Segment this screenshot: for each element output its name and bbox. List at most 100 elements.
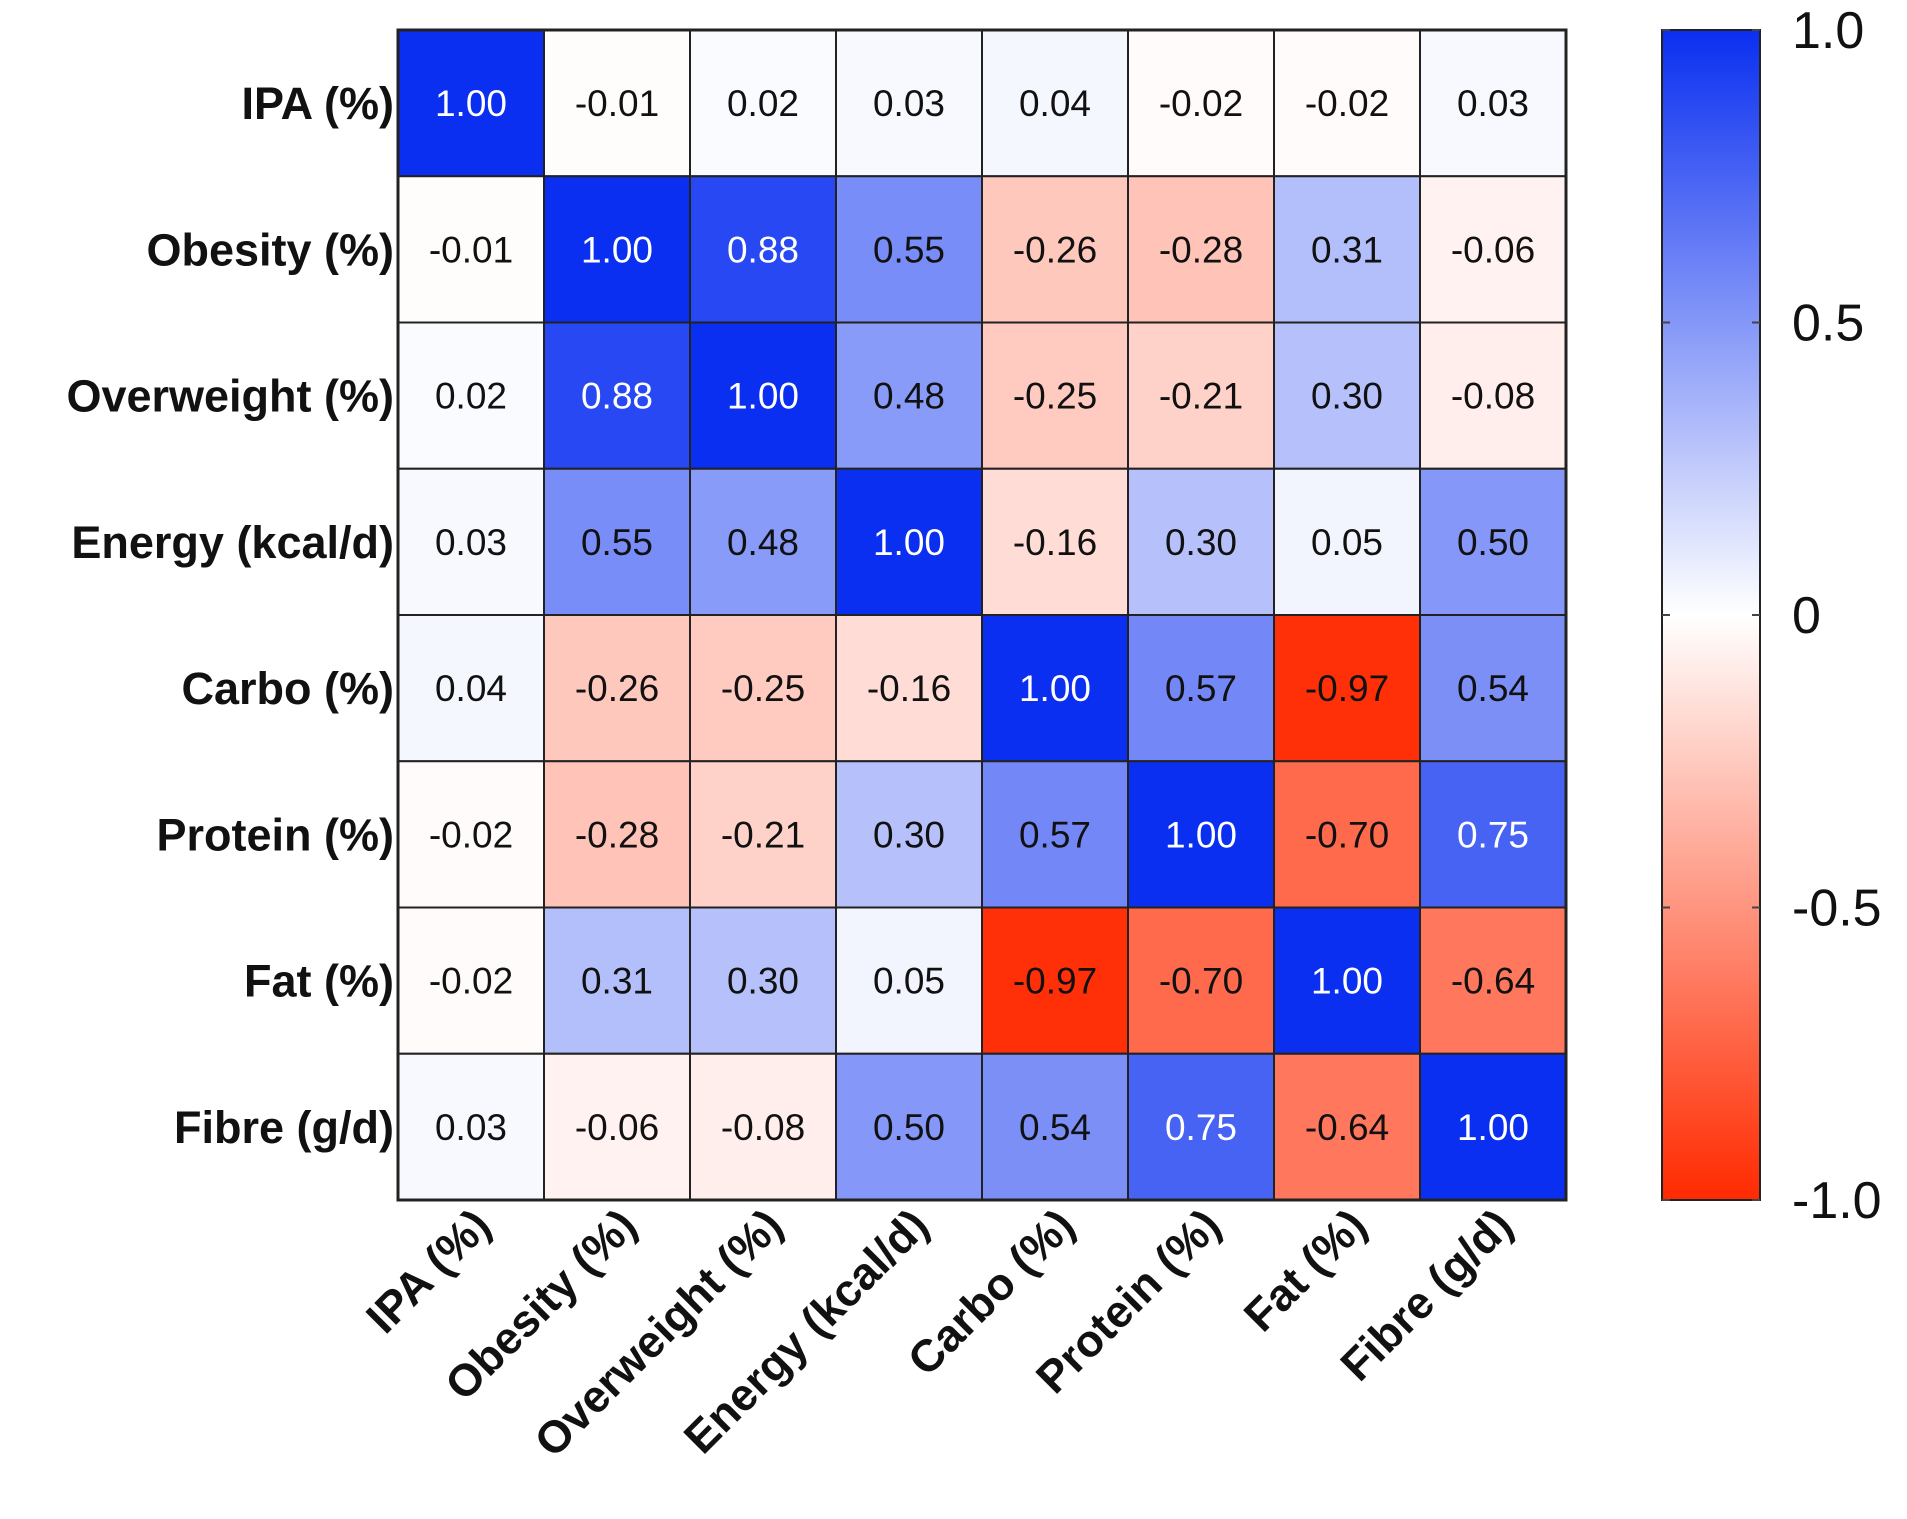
cell-rect	[543, 906, 691, 1055]
cell-value-label: 0.75	[1165, 1107, 1237, 1148]
cell-value-label: -0.08	[721, 1107, 805, 1148]
cell-rect	[689, 321, 837, 470]
heatmap-cell: -0.25	[981, 321, 1129, 470]
colorbar-gradient	[1661, 29, 1761, 1201]
cell-rect	[1419, 175, 1567, 324]
column-label: Overweight (%)	[524, 1199, 792, 1467]
heatmap-cell: 1.00	[981, 614, 1129, 763]
cell-value-label: -0.26	[1013, 229, 1097, 270]
heatmap-cell: 0.02	[397, 321, 545, 470]
heatmap-cell: 0.88	[689, 175, 837, 324]
heatmap-cell: -0.26	[543, 614, 691, 763]
cell-value-label: 0.03	[873, 83, 945, 124]
cell-rect	[1127, 614, 1275, 763]
colorbar-tick-label: 0.5	[1792, 295, 1864, 353]
cell-value-label: -0.06	[1451, 229, 1535, 270]
cell-value-label: 0.54	[1457, 668, 1529, 709]
cell-value-label: -0.26	[575, 668, 659, 709]
cell-rect	[397, 906, 545, 1055]
cell-rect	[689, 906, 837, 1055]
cell-rect	[1419, 906, 1567, 1055]
cell-value-label: 0.02	[727, 83, 799, 124]
heatmap-cell: 0.75	[1127, 1052, 1275, 1201]
colorbar: 1.0 0.5 0 -0.5 -1.0	[1661, 2, 1882, 1230]
cell-rect	[1419, 1052, 1567, 1201]
heatmap-cell: 0.48	[689, 467, 837, 616]
cell-rect	[1419, 760, 1567, 909]
heatmap-cell: 0.30	[1127, 467, 1275, 616]
row-label: Fibre (g/d)	[174, 1102, 394, 1153]
cell-rect	[1127, 760, 1275, 909]
cell-value-label: -0.28	[1159, 229, 1243, 270]
cell-rect	[981, 29, 1129, 178]
row-label: Protein (%)	[156, 809, 394, 860]
heatmap-cell: 0.30	[835, 760, 983, 909]
cell-rect	[689, 1052, 837, 1201]
cell-rect	[1419, 29, 1567, 178]
cell-value-label: 1.00	[727, 376, 799, 417]
heatmap-cell: 0.03	[835, 29, 983, 178]
row-label: Overweight (%)	[66, 371, 394, 422]
heatmap-cell: -0.01	[397, 175, 545, 324]
cell-value-label: -0.08	[1451, 376, 1535, 417]
cell-value-label: 0.02	[435, 376, 507, 417]
cell-value-label: -0.16	[1013, 522, 1097, 563]
cell-value-label: -0.16	[867, 668, 951, 709]
heatmap-cell: 0.54	[1419, 614, 1567, 763]
row-label: Obesity (%)	[146, 224, 394, 275]
cell-value-label: 0.50	[1457, 522, 1529, 563]
cell-rect	[981, 760, 1129, 909]
heatmap-cell: -0.97	[1273, 614, 1421, 763]
heatmap-cell: 0.02	[689, 29, 837, 178]
cell-value-label: 0.48	[873, 376, 945, 417]
cell-value-label: 1.00	[435, 83, 507, 124]
heatmap-cell: 0.31	[543, 906, 691, 1055]
heatmap-cell: 0.48	[835, 321, 983, 470]
cell-value-label: -0.02	[1305, 83, 1389, 124]
heatmap-cell: 0.50	[1419, 467, 1567, 616]
heatmap-cell: 0.55	[835, 175, 983, 324]
cell-rect	[1273, 467, 1421, 616]
cell-rect	[981, 614, 1129, 763]
colorbar-tick-label: 0	[1792, 587, 1821, 645]
heatmap-cell: -0.64	[1273, 1052, 1421, 1201]
cell-rect	[397, 467, 545, 616]
cell-rect	[1273, 906, 1421, 1055]
cell-rect	[1419, 614, 1567, 763]
row-label: Carbo (%)	[182, 663, 395, 714]
heatmap-cell: 0.31	[1273, 175, 1421, 324]
heatmap-cell: -0.02	[1127, 29, 1275, 178]
cell-value-label: -0.64	[1305, 1107, 1389, 1148]
cell-rect	[981, 175, 1129, 324]
cell-value-label: -0.02	[429, 814, 513, 855]
cell-value-label: 1.00	[873, 522, 945, 563]
cell-value-label: 0.57	[1019, 814, 1091, 855]
cell-value-label: 0.30	[1165, 522, 1237, 563]
heatmap-cell: -0.08	[1419, 321, 1567, 470]
cell-value-label: -0.28	[575, 814, 659, 855]
cell-value-label: -0.01	[429, 229, 513, 270]
row-labels: IPA (%) Obesity (%) Overweight (%) Energy (…	[66, 78, 394, 1153]
cell-rect	[397, 29, 545, 178]
heatmap-cell: 0.30	[689, 906, 837, 1055]
cell-value-label: -0.02	[1159, 83, 1243, 124]
heatmap-cell: -0.16	[835, 614, 983, 763]
cell-rect	[835, 614, 983, 763]
heatmap-cell: 0.57	[981, 760, 1129, 909]
cell-value-label: 1.00	[581, 229, 653, 270]
cell-value-label: -0.02	[429, 961, 513, 1002]
column-labels: IPA (%)Obesity (%)Overweight (%)Energy (…	[356, 1199, 1522, 1467]
cell-value-label: 1.00	[1165, 814, 1237, 855]
column-label: Fat (%)	[1234, 1199, 1376, 1341]
cell-rect	[981, 321, 1129, 470]
cell-value-label: 0.55	[581, 522, 653, 563]
cell-rect	[543, 760, 691, 909]
cell-rect	[835, 321, 983, 470]
heatmap-cell: 1.00	[689, 321, 837, 470]
heatmap-cell: 1.00	[1273, 906, 1421, 1055]
heatmap-cell: 0.57	[1127, 614, 1275, 763]
heatmap-cell: -0.28	[543, 760, 691, 909]
cell-value-label: -0.01	[575, 83, 659, 124]
heatmap-cell: -0.16	[981, 467, 1129, 616]
cell-rect	[689, 760, 837, 909]
